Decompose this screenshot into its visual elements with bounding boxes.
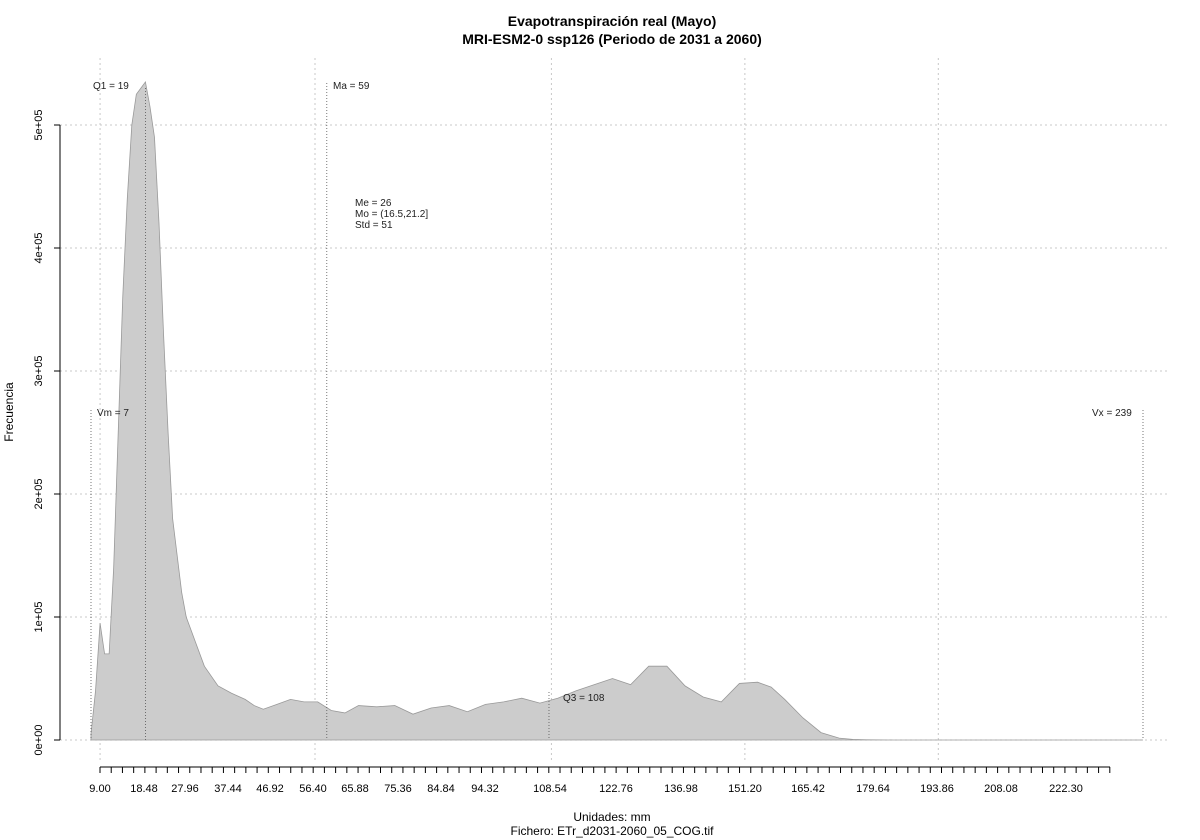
y-tick-label: 0e+00 bbox=[33, 725, 45, 756]
footer-filename: Fichero: ETr_d2031-2060_05_COG.tif bbox=[511, 824, 715, 838]
x-tick-label: 165.42 bbox=[791, 783, 825, 795]
y-tick-label: 3e+05 bbox=[33, 356, 45, 387]
x-tick-label: 75.36 bbox=[384, 783, 412, 795]
x-tick-label: 222.30 bbox=[1049, 783, 1083, 795]
y-axis: 0e+00 1e+05 2e+05 3e+05 4e+05 5e+05 bbox=[33, 110, 61, 756]
y-axis-label: Frecuencia bbox=[2, 382, 16, 442]
y-tick-label: 4e+05 bbox=[33, 233, 45, 264]
annotation-vx: Vx = 239 bbox=[1092, 408, 1132, 419]
x-tick-label: 84.84 bbox=[427, 783, 455, 795]
grid bbox=[60, 58, 1170, 762]
x-tick-label: 18.48 bbox=[130, 783, 158, 795]
x-tick-label: 9.00 bbox=[89, 783, 110, 795]
y-tick-label: 1e+05 bbox=[33, 602, 45, 633]
x-tick-label: 94.32 bbox=[471, 783, 499, 795]
x-axis-label: Unidades: mm bbox=[573, 810, 650, 824]
annotation-q3: Q3 = 108 bbox=[563, 693, 605, 704]
annotation-me: Me = 26 bbox=[355, 198, 392, 209]
marker-lines bbox=[90, 83, 1144, 740]
x-axis: 9.00 18.48 27.96 37.44 46.92 56.40 65.88 75.36 8… bbox=[89, 766, 1111, 795]
x-tick-label: 179.64 bbox=[856, 783, 890, 795]
chart-subtitle: MRI-ESM2-0 ssp126 (Periodo de 2031 a 206… bbox=[462, 31, 762, 47]
x-tick-label: 108.54 bbox=[533, 783, 567, 795]
x-tick-label: 27.96 bbox=[171, 783, 199, 795]
x-tick-label: 37.44 bbox=[214, 783, 242, 795]
annotation-mo: Mo = (16.5,21.2] bbox=[355, 209, 428, 220]
y-tick-label: 2e+05 bbox=[33, 479, 45, 510]
annotation-ma: Ma = 59 bbox=[333, 81, 370, 92]
x-tick-label: 151.20 bbox=[728, 783, 762, 795]
x-tick-label: 122.76 bbox=[599, 783, 633, 795]
chart-title: Evapotranspiración real (Mayo) bbox=[508, 13, 717, 29]
annotation-std: Std = 51 bbox=[355, 220, 393, 231]
x-tick-label: 136.98 bbox=[664, 783, 698, 795]
x-tick-label: 65.88 bbox=[341, 783, 369, 795]
annotation-vm: Vm = 7 bbox=[97, 408, 129, 419]
density-area bbox=[90, 80, 1143, 741]
x-tick-label: 46.92 bbox=[256, 783, 284, 795]
y-tick-label: 5e+05 bbox=[33, 110, 45, 141]
x-tick-label: 193.86 bbox=[920, 783, 954, 795]
x-tick-label: 208.08 bbox=[984, 783, 1018, 795]
annotation-q1: Q1 = 19 bbox=[93, 81, 129, 92]
x-tick-label: 56.40 bbox=[299, 783, 327, 795]
